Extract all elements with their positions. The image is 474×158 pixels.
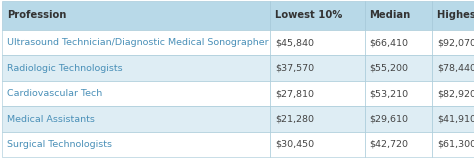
Bar [432,106,474,132]
Text: Profession: Profession [7,10,66,20]
Bar [271,81,365,106]
Text: $27,810: $27,810 [275,89,314,98]
Bar [271,55,365,81]
Bar [432,1,474,30]
Text: $61,300: $61,300 [437,140,474,149]
Text: $66,410: $66,410 [370,38,409,47]
Text: Ultrasound Technician/Diagnostic Medical Sonographer: Ultrasound Technician/Diagnostic Medical… [7,38,269,47]
Bar [271,106,365,132]
Text: Medical Assistants: Medical Assistants [7,115,95,124]
Text: $42,720: $42,720 [370,140,409,149]
Text: $29,610: $29,610 [370,115,409,124]
Bar [2,30,271,55]
Bar [271,1,365,30]
Bar [365,132,432,157]
Text: $78,440: $78,440 [437,64,474,73]
Text: Surgical Technologists: Surgical Technologists [7,140,112,149]
Bar [2,106,271,132]
Text: $41,910: $41,910 [437,115,474,124]
Bar [365,81,432,106]
Bar [2,132,271,157]
Bar [271,30,365,55]
Bar [365,106,432,132]
Text: $55,200: $55,200 [370,64,409,73]
Bar [432,81,474,106]
Bar [2,1,271,30]
Text: $82,920: $82,920 [437,89,474,98]
Text: $45,840: $45,840 [275,38,314,47]
Text: Median: Median [370,10,411,20]
Bar [365,30,432,55]
Text: $53,210: $53,210 [370,89,409,98]
Bar [2,81,271,106]
Text: $30,450: $30,450 [275,140,314,149]
Text: Radiologic Technologists: Radiologic Technologists [7,64,123,73]
Bar [271,132,365,157]
Bar [432,30,474,55]
Text: Lowest 10%: Lowest 10% [275,10,343,20]
Bar [432,132,474,157]
Text: $92,070: $92,070 [437,38,474,47]
Text: Highest 10%: Highest 10% [437,10,474,20]
Text: Cardiovascular Tech: Cardiovascular Tech [7,89,102,98]
Text: $37,570: $37,570 [275,64,314,73]
Bar [2,55,271,81]
Text: $21,280: $21,280 [275,115,314,124]
Bar [432,55,474,81]
Bar [365,1,432,30]
Bar [365,55,432,81]
